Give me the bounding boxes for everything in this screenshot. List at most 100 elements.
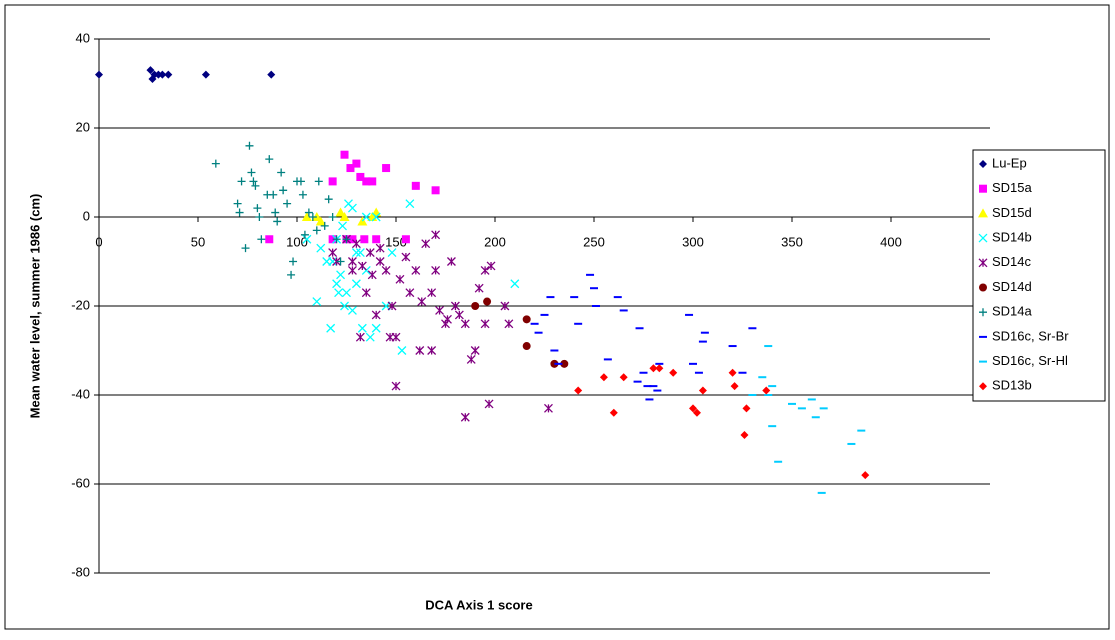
point [302, 234, 312, 244]
point [427, 288, 437, 298]
point [301, 212, 312, 221]
point [365, 248, 375, 258]
point [522, 342, 531, 351]
point [277, 168, 286, 177]
point [304, 208, 313, 217]
legend-label: SD13b [992, 378, 1032, 393]
point [95, 70, 103, 79]
point [348, 235, 357, 244]
point [395, 274, 405, 284]
legend-marker [979, 308, 987, 317]
point [245, 141, 254, 150]
x-tick-label: 50 [191, 234, 205, 249]
point [372, 235, 381, 244]
point [371, 212, 381, 222]
point [249, 177, 258, 186]
point [339, 212, 350, 221]
point [298, 190, 307, 199]
y-tick-label: -60 [71, 475, 90, 490]
point [401, 252, 411, 262]
legend-label: SD14d [992, 279, 1032, 294]
point [417, 297, 427, 307]
point [574, 386, 583, 395]
point [314, 177, 323, 186]
point [698, 386, 707, 395]
y-tick-label: -80 [71, 564, 90, 579]
point [351, 239, 361, 249]
legend-marker [978, 233, 988, 243]
point [411, 181, 420, 190]
point [405, 288, 415, 298]
point [237, 177, 246, 186]
legend-marker [979, 184, 987, 193]
y-axis-title: Mean water level, summer 1986 (cm) [27, 194, 42, 419]
point [544, 403, 553, 413]
y-tick-label: 40 [76, 30, 90, 45]
point [255, 213, 264, 221]
x-tick-label: 150 [385, 234, 407, 249]
point [342, 288, 351, 298]
point [387, 248, 397, 258]
point [356, 172, 365, 181]
point [474, 283, 484, 293]
point [375, 243, 385, 253]
point [211, 159, 220, 168]
point [730, 382, 739, 391]
point [164, 70, 173, 79]
point [480, 265, 490, 275]
x-tick-label: 100 [286, 234, 308, 249]
point [338, 221, 347, 231]
point [742, 404, 751, 413]
point [312, 297, 322, 307]
point [271, 208, 280, 217]
point [296, 177, 305, 186]
point [312, 226, 321, 235]
point [504, 319, 514, 329]
point [500, 301, 510, 311]
point [355, 248, 365, 258]
point [328, 213, 337, 221]
point [328, 177, 337, 186]
point [351, 248, 361, 258]
legend-label: SD14c [992, 254, 1032, 269]
point [391, 381, 401, 391]
point [522, 315, 531, 324]
point [385, 332, 395, 342]
point [287, 270, 296, 279]
point [470, 346, 480, 355]
x-tick-label: 0 [95, 234, 102, 249]
point [649, 364, 658, 373]
point [324, 195, 333, 204]
point [387, 301, 397, 311]
point [352, 159, 361, 168]
point [365, 332, 375, 342]
legend-label: SD14b [992, 230, 1032, 245]
point [510, 279, 520, 289]
point [367, 270, 377, 280]
point [431, 265, 441, 275]
point [480, 319, 490, 329]
point [201, 70, 210, 79]
legend-marker [978, 208, 988, 218]
point [619, 373, 628, 382]
y-tick-label: -40 [71, 386, 90, 401]
point [599, 373, 608, 382]
point [471, 302, 480, 310]
point [340, 301, 349, 311]
point [740, 431, 749, 440]
point [322, 257, 332, 266]
point [251, 181, 260, 190]
point [253, 204, 262, 213]
point [655, 364, 664, 373]
point [371, 310, 381, 320]
y-tick-label: 20 [76, 119, 90, 134]
point [450, 301, 460, 311]
point [421, 239, 431, 249]
point [247, 168, 256, 177]
point [560, 359, 569, 368]
point [347, 203, 357, 213]
point [269, 190, 278, 199]
point [466, 354, 476, 364]
y-tick-label: -20 [71, 297, 90, 312]
